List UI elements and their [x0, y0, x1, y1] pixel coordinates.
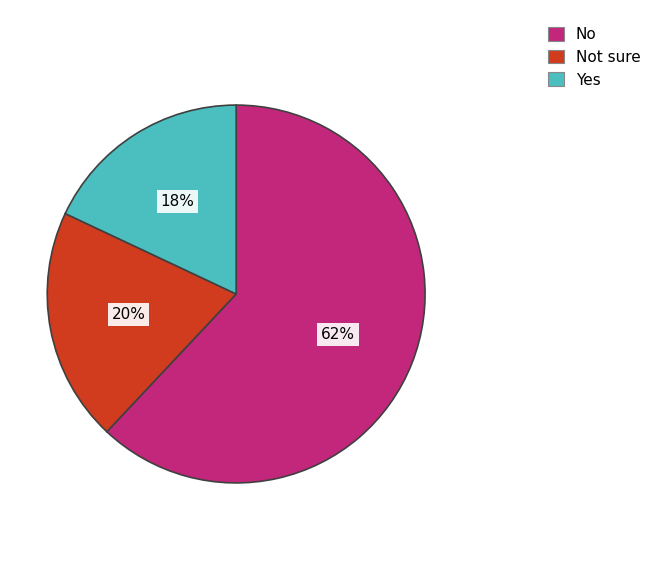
Text: 62%: 62% — [321, 327, 355, 342]
Text: 18%: 18% — [161, 194, 194, 209]
Wedge shape — [47, 213, 236, 432]
Legend: No, Not sure, Yes: No, Not sure, Yes — [541, 19, 648, 95]
Wedge shape — [107, 105, 425, 483]
Text: 20%: 20% — [112, 307, 146, 322]
Wedge shape — [65, 105, 236, 294]
